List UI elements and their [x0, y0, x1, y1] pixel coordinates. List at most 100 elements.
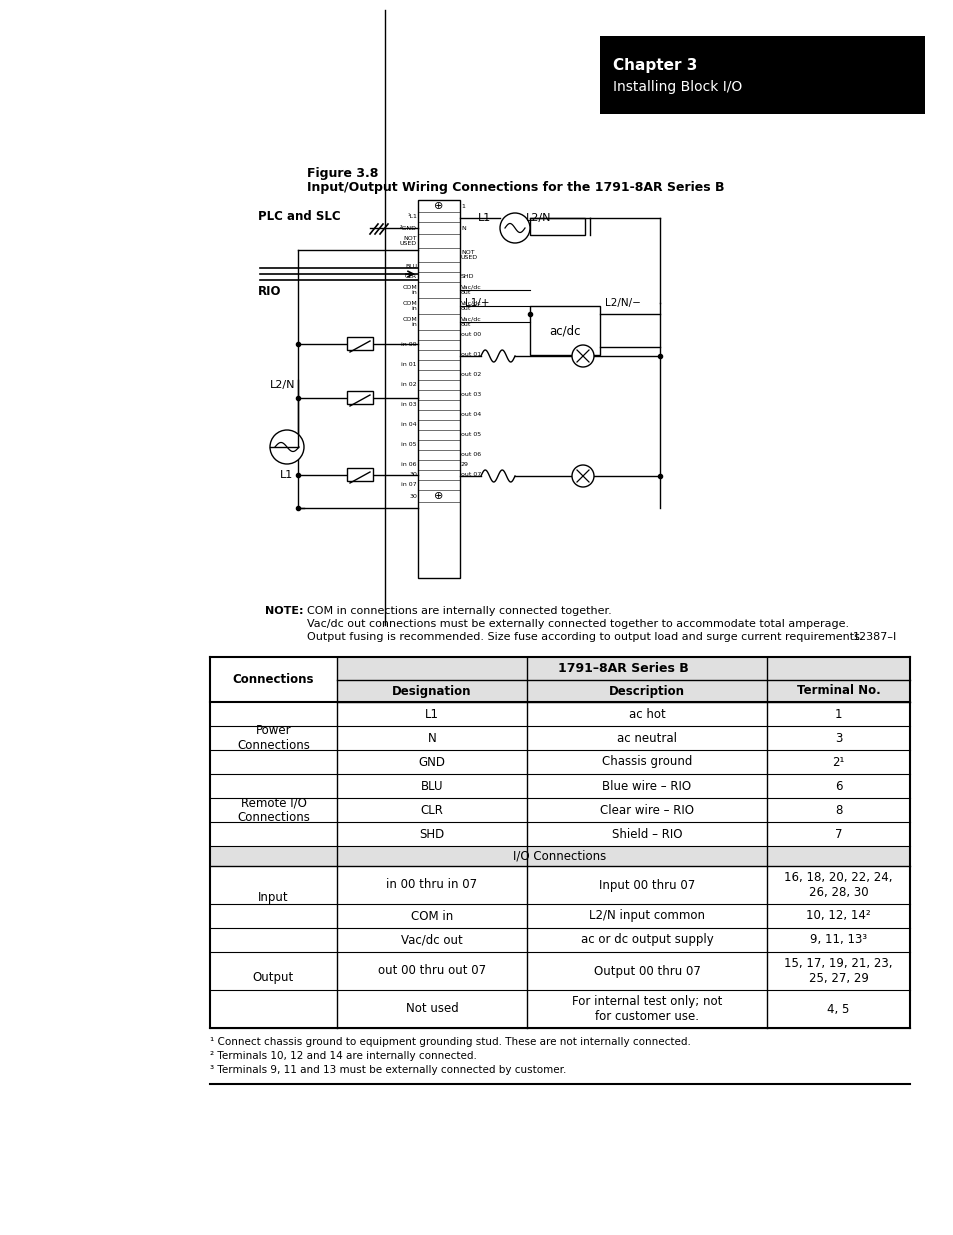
Text: Vac/dc
out: Vac/dc out	[460, 284, 481, 295]
Text: 4, 5: 4, 5	[826, 1003, 849, 1015]
Bar	[417, 200, 459, 578]
Text: ac/dc: ac/dc	[549, 324, 580, 337]
Text: Blue wire – RIO: Blue wire – RIO	[601, 779, 691, 793]
Text: Vac/dc out connections must be externally connected together to accommodate tota: Vac/dc out connections must be externall…	[307, 619, 848, 629]
Text: 2¹: 2¹	[831, 756, 843, 768]
Text: Connections: Connections	[233, 673, 314, 685]
Bar	[599, 36, 924, 114]
Bar	[347, 468, 373, 480]
Text: 1: 1	[460, 204, 464, 209]
Text: ⊕: ⊕	[434, 201, 443, 211]
Text: Chapter 3: Chapter 3	[613, 58, 697, 73]
Bar	[336, 680, 909, 701]
Text: 30: 30	[409, 494, 416, 499]
Text: in 04: in 04	[401, 422, 416, 427]
Text: COM
in: COM in	[402, 284, 416, 295]
Text: L1: L1	[280, 471, 294, 480]
Text: NOT
USED: NOT USED	[460, 249, 477, 261]
Text: Power
Connections: Power Connections	[236, 724, 310, 752]
Bar	[347, 391, 373, 404]
Text: Vac/dc
out: Vac/dc out	[460, 300, 481, 311]
Text: ¹L1: ¹L1	[407, 215, 416, 220]
Circle shape	[270, 430, 304, 464]
Text: Input 00 thru 07: Input 00 thru 07	[598, 878, 695, 892]
Text: Not used: Not used	[405, 1003, 457, 1015]
Text: GND: GND	[418, 756, 445, 768]
Text: in 06: in 06	[401, 462, 416, 468]
Bar	[530, 306, 599, 354]
Text: Installing Block I/O: Installing Block I/O	[613, 80, 741, 94]
Text: COM
in: COM in	[402, 316, 416, 327]
Bar	[336, 657, 909, 680]
Text: N: N	[427, 731, 436, 745]
Text: 15, 17, 19, 21, 23,
25, 27, 29: 15, 17, 19, 21, 23, 25, 27, 29	[783, 957, 892, 986]
Text: CLR: CLR	[420, 804, 443, 816]
Text: 12387–I: 12387–I	[852, 632, 897, 642]
Text: Input/Output Wiring Connections for the 1791-8AR Series B: Input/Output Wiring Connections for the …	[307, 182, 723, 194]
Text: ² Terminals 10, 12 and 14 are internally connected.: ² Terminals 10, 12 and 14 are internally…	[210, 1051, 476, 1061]
Text: in 02: in 02	[401, 383, 416, 388]
Text: L1/+: L1/+	[464, 298, 489, 308]
Text: out 03: out 03	[460, 393, 480, 398]
Text: COM
in: COM in	[402, 300, 416, 311]
Text: Input: Input	[258, 890, 289, 904]
Text: Designation: Designation	[392, 684, 471, 698]
Bar	[210, 846, 909, 866]
Text: 8: 8	[834, 804, 841, 816]
Text: 16, 18, 20, 22, 24,
26, 28, 30: 16, 18, 20, 22, 24, 26, 28, 30	[783, 871, 892, 899]
Text: in 00 thru in 07: in 00 thru in 07	[386, 878, 477, 892]
Text: Description: Description	[608, 684, 684, 698]
Text: SHD: SHD	[419, 827, 444, 841]
Text: SHD: SHD	[460, 274, 474, 279]
Text: Output: Output	[253, 972, 294, 984]
Text: 3: 3	[834, 731, 841, 745]
Text: N: N	[460, 226, 465, 231]
Text: 30: 30	[409, 473, 416, 478]
Text: 29: 29	[460, 462, 469, 468]
Text: ³ Terminals 9, 11 and 13 must be externally connected by customer.: ³ Terminals 9, 11 and 13 must be externa…	[210, 1065, 566, 1074]
Text: COM in connections are internally connected together.: COM in connections are internally connec…	[307, 606, 611, 616]
Text: ac neutral: ac neutral	[617, 731, 677, 745]
Text: CLR: CLR	[404, 274, 416, 279]
Text: L2/N/−: L2/N/−	[604, 298, 640, 308]
Text: L2/N: L2/N	[525, 212, 551, 224]
Text: ⊕: ⊕	[434, 492, 443, 501]
Text: ²GND: ²GND	[399, 226, 416, 231]
Text: Figure 3.8: Figure 3.8	[307, 167, 378, 180]
Text: Remote I/O
Connections: Remote I/O Connections	[236, 797, 310, 824]
Text: out 07: out 07	[460, 473, 480, 478]
Text: out 06: out 06	[460, 452, 480, 457]
Text: I/O Connections: I/O Connections	[513, 850, 606, 862]
Text: out 01: out 01	[460, 352, 480, 357]
Text: out 00 thru out 07: out 00 thru out 07	[377, 965, 485, 977]
Text: BLU: BLU	[420, 779, 443, 793]
Text: in 00: in 00	[401, 342, 416, 347]
Text: L1: L1	[424, 708, 438, 720]
Circle shape	[572, 345, 594, 367]
Text: 9, 11, 13³: 9, 11, 13³	[809, 934, 866, 946]
Text: 6: 6	[834, 779, 841, 793]
Text: Vac/dc out: Vac/dc out	[400, 934, 462, 946]
Text: Vac/dc
out: Vac/dc out	[460, 316, 481, 327]
Text: Output fusing is recommended. Size fuse according to output load and surge curre: Output fusing is recommended. Size fuse …	[307, 632, 862, 642]
Text: Output 00 thru 07: Output 00 thru 07	[593, 965, 700, 977]
Bar	[347, 337, 373, 350]
Text: COM in: COM in	[411, 909, 453, 923]
Text: Clear wire – RIO: Clear wire – RIO	[599, 804, 693, 816]
Text: ac or dc output supply: ac or dc output supply	[580, 934, 713, 946]
Text: Shield – RIO: Shield – RIO	[611, 827, 681, 841]
Text: out 05: out 05	[460, 432, 480, 437]
Text: ac hot: ac hot	[628, 708, 664, 720]
Text: ¹ Connect chassis ground to equipment grounding stud. These are not internally c: ¹ Connect chassis ground to equipment gr…	[210, 1037, 690, 1047]
Bar	[530, 219, 584, 235]
Circle shape	[572, 466, 594, 487]
Text: Chassis ground: Chassis ground	[601, 756, 692, 768]
Circle shape	[499, 212, 530, 243]
Text: in 01: in 01	[401, 363, 416, 368]
Text: L1: L1	[477, 212, 491, 224]
Text: For internal test only; not
for customer use.: For internal test only; not for customer…	[571, 995, 721, 1023]
Text: NOTE:: NOTE:	[265, 606, 303, 616]
Text: 1791–8AR Series B: 1791–8AR Series B	[558, 662, 688, 676]
Text: 7: 7	[834, 827, 841, 841]
Text: in 05: in 05	[401, 442, 416, 447]
